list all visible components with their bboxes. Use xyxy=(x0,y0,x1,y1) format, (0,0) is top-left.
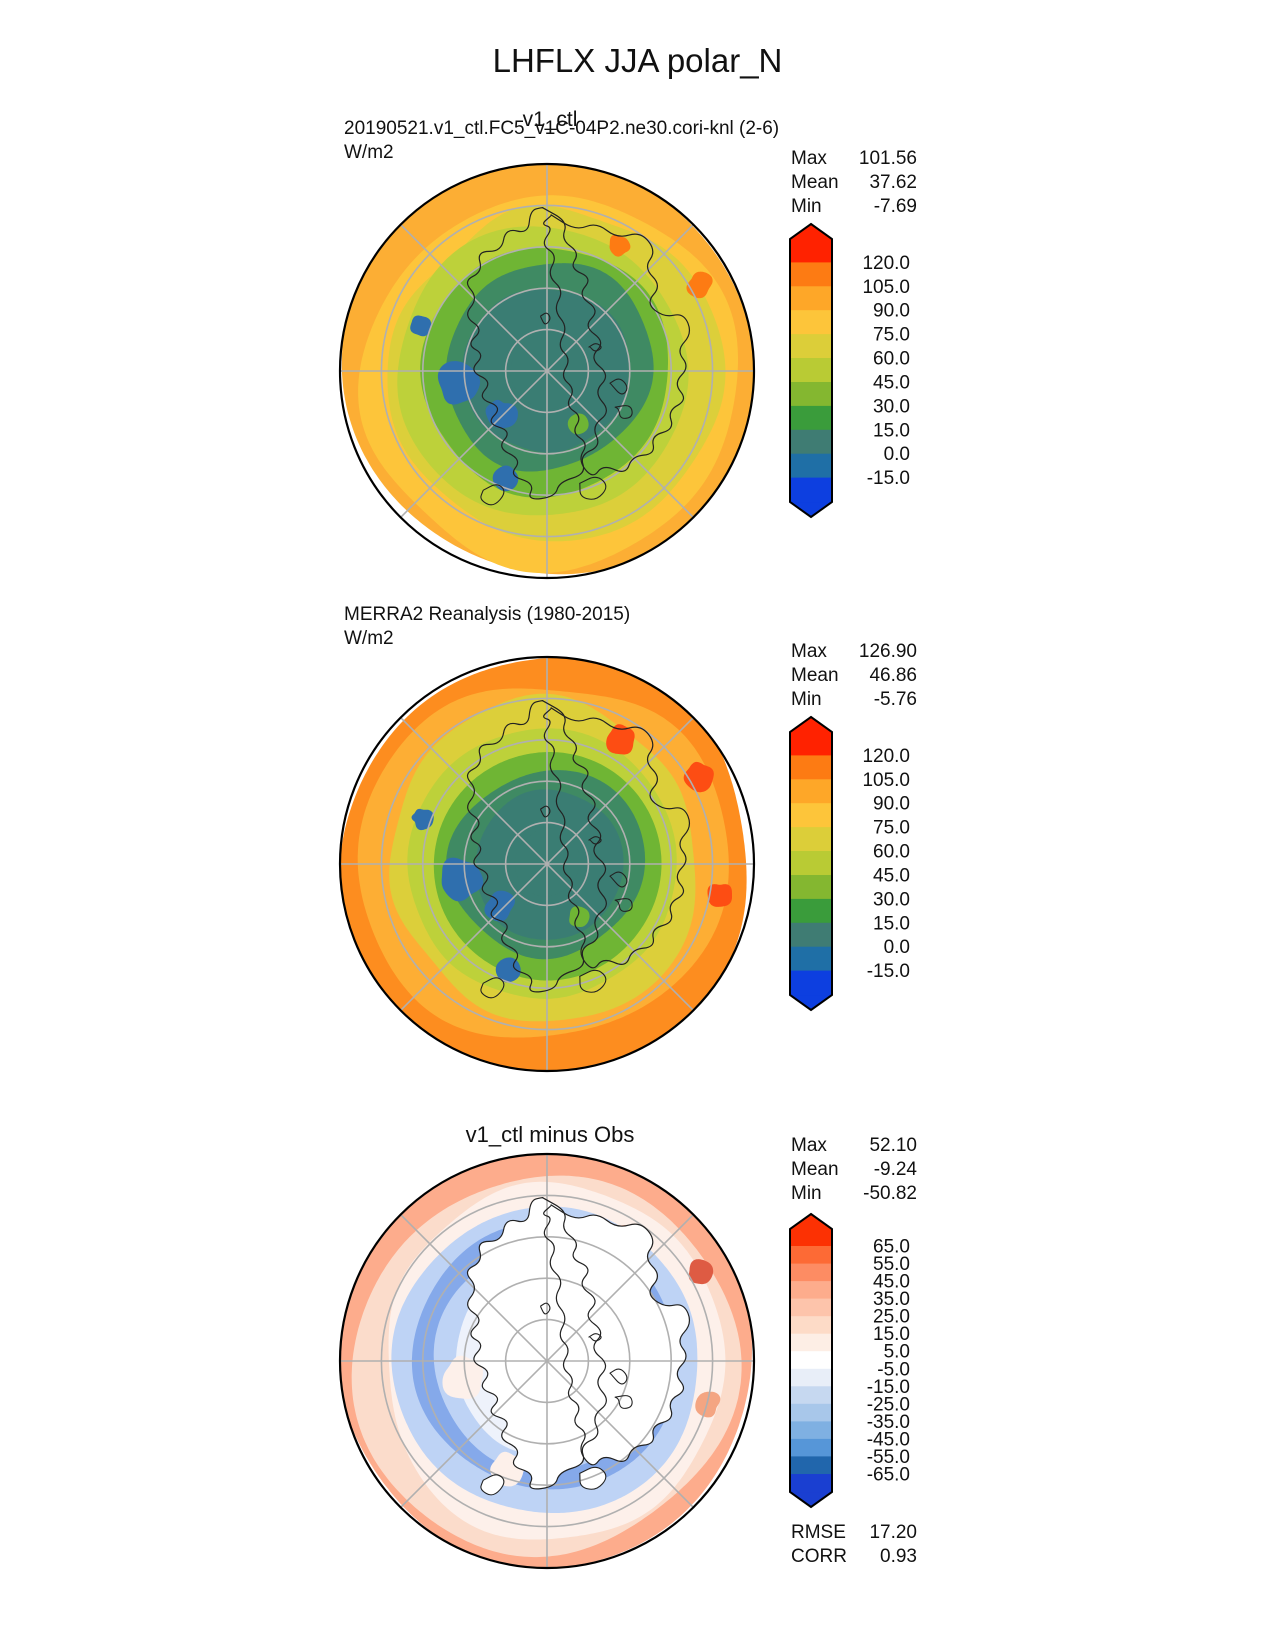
svg-text:75.0: 75.0 xyxy=(873,818,910,839)
svg-text:90.0: 90.0 xyxy=(873,301,910,322)
svg-text:45.0: 45.0 xyxy=(873,373,910,394)
svg-text:-15.0: -15.0 xyxy=(867,961,910,982)
svg-text:105.0: 105.0 xyxy=(862,770,910,791)
svg-text:60.0: 60.0 xyxy=(873,349,910,370)
svg-text:75.0: 75.0 xyxy=(873,325,910,346)
svg-text:30.0: 30.0 xyxy=(873,889,910,910)
svg-text:0.0: 0.0 xyxy=(884,444,910,465)
svg-text:120.0: 120.0 xyxy=(862,746,910,767)
svg-text:90.0: 90.0 xyxy=(873,794,910,815)
svg-text:-65.0: -65.0 xyxy=(867,1465,910,1486)
svg-text:-15.0: -15.0 xyxy=(867,468,910,489)
svg-text:30.0: 30.0 xyxy=(873,396,910,417)
svg-text:120.0: 120.0 xyxy=(862,253,910,274)
svg-text:45.0: 45.0 xyxy=(873,866,910,887)
svg-text:60.0: 60.0 xyxy=(873,842,910,863)
svg-text:15.0: 15.0 xyxy=(873,420,910,441)
svg-text:15.0: 15.0 xyxy=(873,913,910,934)
svg-text:105.0: 105.0 xyxy=(862,277,910,298)
svg-text:0.0: 0.0 xyxy=(884,937,910,958)
